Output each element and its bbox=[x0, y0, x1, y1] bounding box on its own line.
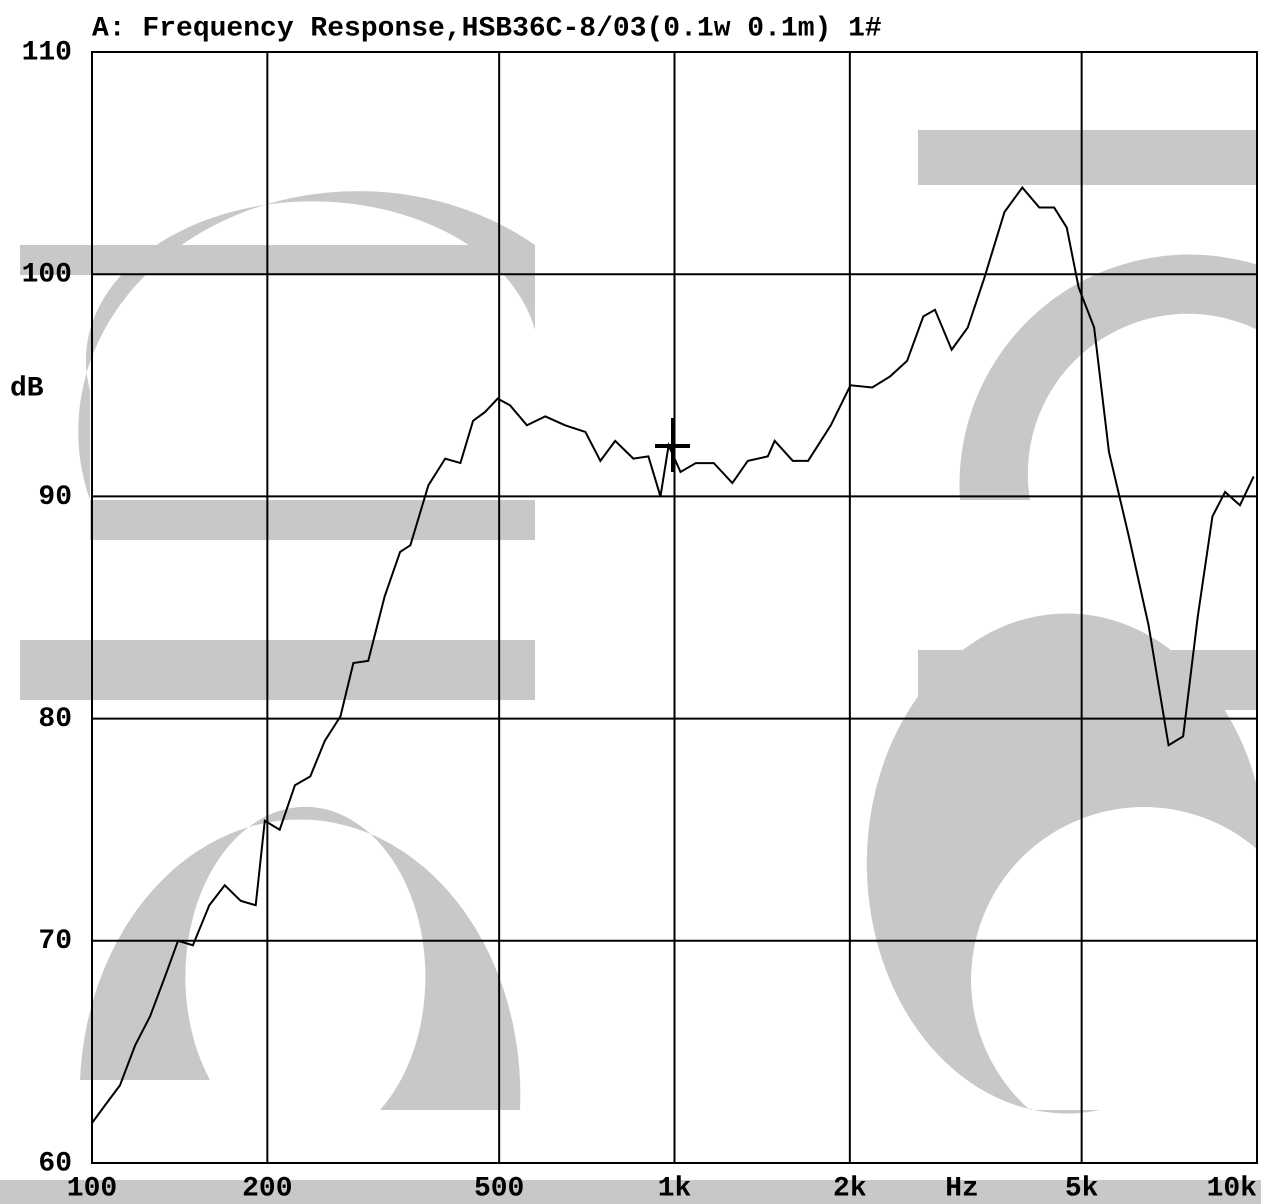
watermark bbox=[0, 130, 1261, 1204]
x-tick-label: 200 bbox=[242, 1173, 292, 1204]
x-tick-label: 10k bbox=[1207, 1173, 1258, 1204]
chart-title: A: Frequency Response,HSB36C-8/03(0.1w 0… bbox=[92, 13, 882, 44]
y-axis-label: dB bbox=[10, 373, 44, 404]
y-tick-label: 90 bbox=[38, 482, 72, 513]
response-line bbox=[91, 185, 1255, 1124]
x-tick-label: 2k bbox=[833, 1173, 867, 1204]
y-tick-label: 110 bbox=[22, 37, 72, 68]
x-tick-label: 1k bbox=[658, 1173, 692, 1204]
x-axis-label: Hz bbox=[945, 1173, 979, 1204]
x-tick-label: 100 bbox=[67, 1173, 117, 1204]
y-tick-label: 70 bbox=[38, 926, 72, 957]
x-tick-label: 5k bbox=[1065, 1173, 1099, 1204]
y-tick-label: 60 bbox=[38, 1148, 72, 1179]
y-tick-label: 80 bbox=[38, 704, 72, 735]
cursor bbox=[655, 418, 690, 472]
x-tick-label: 500 bbox=[474, 1173, 524, 1204]
y-tick-label: 100 bbox=[22, 260, 72, 291]
